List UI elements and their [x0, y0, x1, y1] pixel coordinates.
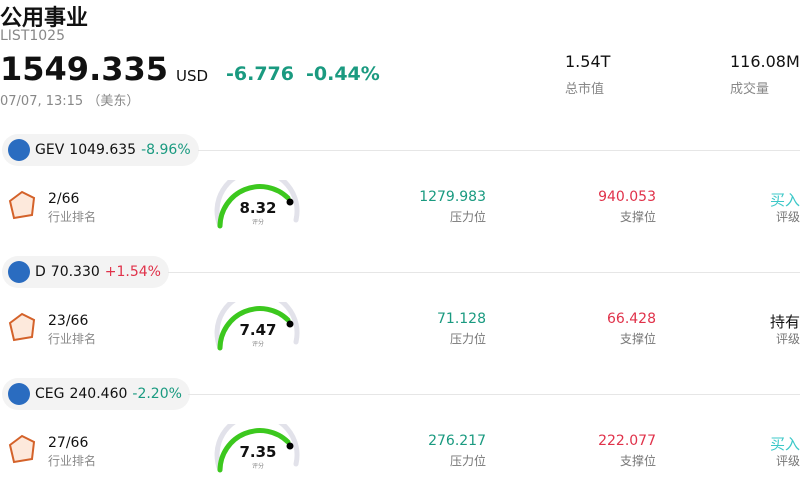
stock-logo: [8, 139, 30, 161]
rating: 买入: [769, 191, 800, 209]
score-label: 评分: [251, 341, 264, 348]
support: 222.077: [598, 433, 656, 449]
ticker: D: [35, 264, 46, 280]
ticker: CEG: [35, 386, 65, 402]
stock-change: -8.96%: [141, 142, 191, 158]
score: 7.47: [239, 321, 277, 339]
rating: 持有: [769, 313, 800, 331]
support-label: 支撑位: [619, 332, 656, 346]
stock-logo: [8, 261, 30, 283]
resistance: 276.217: [428, 433, 486, 449]
score: 8.32: [239, 199, 277, 217]
stat-label: 成交量: [730, 82, 770, 97]
price: 1549.335: [0, 50, 169, 88]
stock-pill[interactable]: GEV 1049.635 -8.96%: [2, 134, 199, 166]
rank-label: 行业排名: [48, 210, 97, 224]
score-label: 评分: [251, 219, 264, 226]
stock-change: +1.54%: [104, 264, 161, 280]
score-gauge: [214, 180, 300, 229]
resistance: 71.128: [437, 311, 486, 327]
resistance-label: 压力位: [449, 332, 486, 346]
rating-label: 评级: [775, 454, 800, 468]
resistance-label: 压力位: [449, 454, 486, 468]
stock-logo: [8, 383, 30, 405]
stat-value: 116.08M: [730, 52, 800, 71]
divider: [198, 150, 800, 151]
resistance-label: 压力位: [449, 210, 486, 224]
change: -6.776: [226, 63, 294, 85]
time: 07/07, 13:15 （美东）: [0, 94, 140, 109]
divider: [168, 272, 800, 273]
change-pct: -0.44%: [306, 63, 380, 85]
resistance: 1279.983: [419, 189, 486, 205]
stock-pill[interactable]: D 70.330 +1.54%: [2, 256, 169, 288]
support-label: 支撑位: [619, 454, 656, 468]
title: 公用事业: [0, 6, 89, 31]
stock-price: 70.330: [50, 264, 100, 280]
rank: 2/66: [48, 191, 80, 207]
rank-icon: [8, 312, 36, 342]
rating: 买入: [769, 435, 800, 453]
score-gauge: [214, 424, 300, 473]
score-gauge: [214, 302, 300, 351]
rank: 23/66: [48, 313, 89, 329]
support: 66.428: [607, 311, 656, 327]
rating-label: 评级: [775, 210, 800, 224]
ticker: GEV: [35, 142, 65, 158]
divider: [188, 394, 800, 395]
support-label: 支撑位: [619, 210, 656, 224]
rank-label: 行业排名: [48, 332, 97, 346]
stat-label: 总市值: [565, 82, 605, 97]
stock-price: 1049.635: [69, 142, 137, 158]
stat-value: 1.54T: [565, 52, 611, 71]
rating-label: 评级: [775, 332, 800, 346]
stock-pill[interactable]: CEG 240.460 -2.20%: [2, 378, 190, 410]
score: 7.35: [239, 443, 277, 461]
rank-label: 行业排名: [48, 454, 97, 468]
stock-change: -2.20%: [132, 386, 182, 402]
rank-icon: [8, 190, 36, 220]
support: 940.053: [598, 189, 656, 205]
currency: USD: [176, 67, 209, 85]
score-label: 评分: [251, 463, 264, 470]
rank: 27/66: [48, 435, 89, 451]
code: LIST1025: [0, 28, 65, 44]
stock-price: 240.460: [69, 386, 128, 402]
rank-icon: [8, 434, 36, 464]
